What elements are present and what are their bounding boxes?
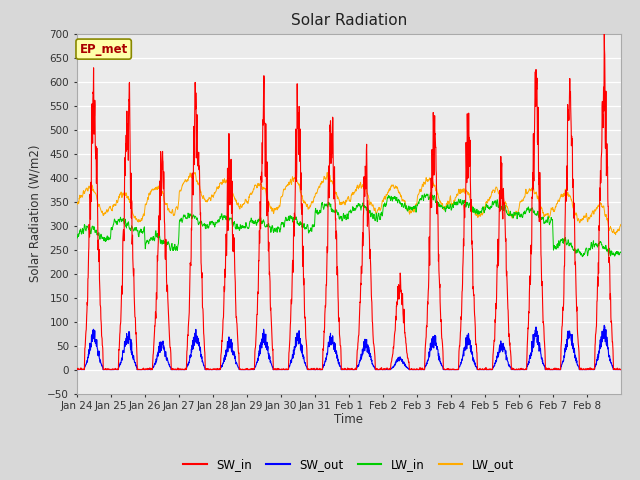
Line: SW_out: SW_out <box>77 325 621 370</box>
SW_in <box>543 366 551 372</box>
Y-axis label: Solar Radiation (W/m2): Solar Radiation (W/m2) <box>29 145 42 282</box>
SW_out <box>73 367 81 372</box>
LW_in <box>617 249 625 255</box>
LW_in <box>543 217 551 223</box>
LW_out <box>513 210 520 216</box>
SW_in <box>127 215 135 221</box>
LW_out <box>381 195 389 201</box>
SW_in <box>600 26 608 32</box>
SW_out <box>127 344 135 349</box>
SW_out <box>513 367 520 372</box>
Legend: SW_in, SW_out, LW_in, LW_out: SW_in, SW_out, LW_in, LW_out <box>179 454 519 476</box>
SW_in <box>381 366 389 372</box>
SW_in <box>115 367 122 372</box>
LW_out <box>609 229 617 235</box>
Line: SW_in: SW_in <box>77 29 621 370</box>
LW_out <box>543 211 551 216</box>
LW_in <box>73 235 81 241</box>
LW_out <box>617 222 625 228</box>
SW_in <box>245 366 253 372</box>
LW_in <box>513 211 520 216</box>
SW_in <box>617 367 625 372</box>
LW_out <box>191 169 199 175</box>
LW_in <box>610 251 618 256</box>
SW_out <box>244 367 252 372</box>
X-axis label: Time: Time <box>334 413 364 426</box>
SW_in <box>610 367 618 372</box>
Line: LW_out: LW_out <box>77 172 621 235</box>
SW_out <box>543 367 551 372</box>
SW_in <box>513 366 520 372</box>
LW_out <box>73 200 81 206</box>
Text: EP_met: EP_met <box>79 43 128 56</box>
SW_in <box>73 367 81 372</box>
SW_out <box>381 367 389 372</box>
SW_out <box>609 367 617 372</box>
SW_out <box>617 367 625 372</box>
LW_in <box>127 226 135 231</box>
LW_in <box>244 226 252 231</box>
Title: Solar Radiation: Solar Radiation <box>291 13 407 28</box>
LW_in <box>579 254 586 260</box>
SW_out <box>600 323 608 328</box>
LW_in <box>427 190 435 195</box>
LW_in <box>381 203 389 208</box>
LW_out <box>612 232 620 238</box>
LW_out <box>245 197 253 203</box>
Line: LW_in: LW_in <box>77 192 621 257</box>
LW_out <box>127 204 135 210</box>
